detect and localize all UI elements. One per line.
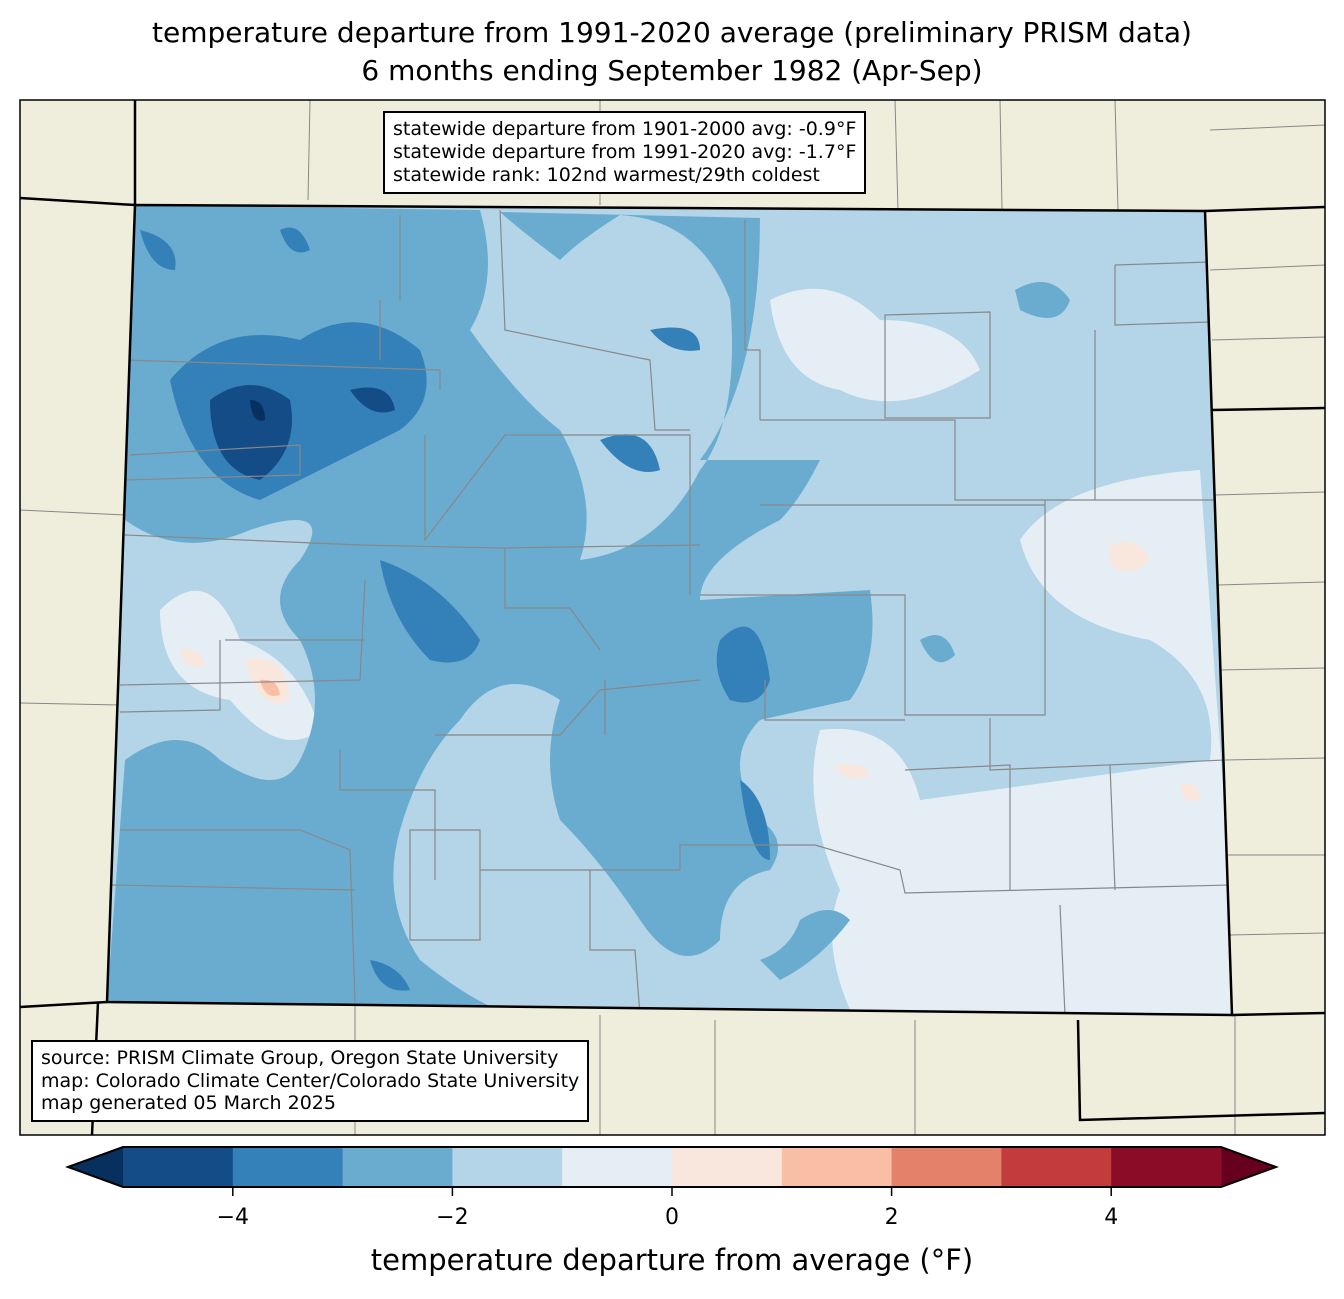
colorbar-segment [891, 1147, 1002, 1187]
credit-generated: map generated 05 March 2025 [41, 1092, 336, 1114]
colorbar-tick-label: 4 [1104, 1205, 1119, 1230]
title-line-2: 6 months ending September 1982 (Apr-Sep) [361, 54, 983, 87]
colorbar-label: temperature departure from average (°F) [370, 1243, 974, 1277]
credits-box: source: PRISM Climate Group, Oregon Stat… [31, 1040, 590, 1122]
colorbar-segment [672, 1147, 783, 1187]
colorado-border [105, 203, 1234, 1017]
stat-departure-1991-2020: statewide departure from 1991-2020 avg: … [393, 141, 857, 163]
stat-rank: statewide rank: 102nd warmest/29th colde… [393, 164, 820, 186]
colorbar-segment [232, 1147, 344, 1187]
credit-source: source: PRISM Climate Group, Oregon Stat… [41, 1047, 559, 1069]
colorbar-over-arrow [1221, 1147, 1276, 1187]
temperature-field [107, 205, 1232, 1015]
stat-departure-1901-2000: statewide departure from 1901-2000 avg: … [393, 118, 857, 140]
colorbar-segment [1001, 1147, 1112, 1187]
colorbar-segment [452, 1147, 563, 1187]
colorbar-segment [342, 1147, 453, 1187]
colorbar-segment [1111, 1147, 1222, 1187]
credit-map: map: Colorado Climate Center/Colorado St… [41, 1069, 580, 1092]
map-frame [19, 99, 1326, 1136]
colorbar-tick-label: 0 [665, 1205, 679, 1230]
colorbar-outline [65, 1146, 1279, 1188]
colorbar-tick-label: 2 [884, 1205, 899, 1230]
colorbar-tick-label: −2 [436, 1205, 469, 1230]
statewide-stats-box: statewide departure from 1901-2000 avg: … [383, 111, 867, 194]
colorbar-tick-label: −4 [216, 1205, 250, 1230]
colorbar-segment [123, 1147, 234, 1187]
colorbar-under-arrow [68, 1147, 123, 1187]
colorbar-segment [781, 1147, 893, 1187]
title-line-1: temperature departure from 1991-2020 ave… [152, 16, 1192, 49]
colorbar-segment [562, 1147, 673, 1187]
county-lines [111, 209, 1231, 1015]
